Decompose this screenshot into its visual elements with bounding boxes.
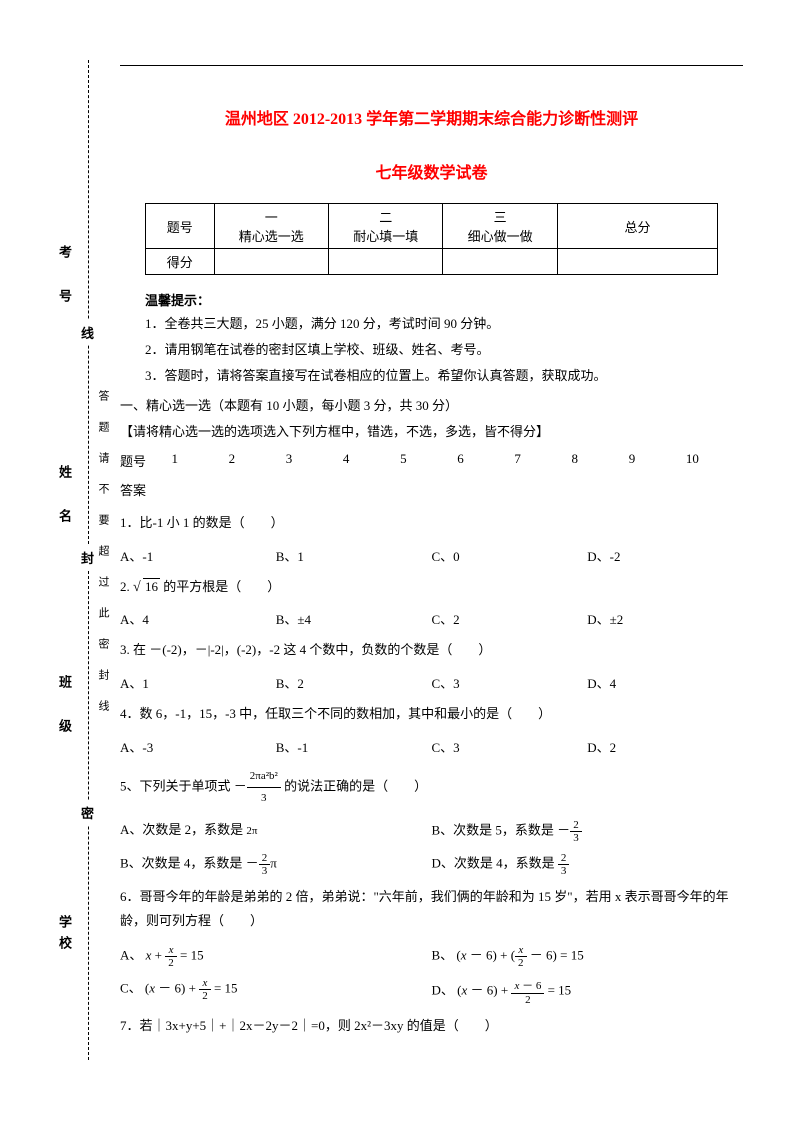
question-4-options: A、-3 B、-1 C、3 D、2 xyxy=(120,737,743,756)
page-top-border xyxy=(120,65,743,66)
answer-num-7: 7 xyxy=(514,451,571,470)
q3-option-c: C、3 xyxy=(432,673,588,692)
score-header-label: 题号 xyxy=(145,204,214,249)
answer-num-5: 5 xyxy=(400,451,457,470)
answer-number-label: 题号 xyxy=(120,451,171,470)
hint-line-3: 3．答题时，请将答案直接写在试卷相应的位置上。希望你认真答题，获取成功。 xyxy=(145,366,743,387)
q4-option-c: C、3 xyxy=(432,737,588,756)
answer-number-row: 题号 1 2 3 4 5 6 7 8 9 10 xyxy=(120,451,743,470)
question-1: 1．比-1 小 1 的数是（ ） xyxy=(120,511,743,536)
school-label: 学校 xyxy=(55,910,74,962)
question-6-options-row2: C、 (x － 6) + x2 = 15 D、 (x － 6) + x － 62… xyxy=(120,977,743,1006)
hint-title: 温馨提示： xyxy=(145,290,743,309)
question-2-options: A、4 B、±4 C、2 D、±2 xyxy=(120,609,743,628)
q5-option-b: B、次数是 5，系数是 －23 xyxy=(432,819,744,844)
q1-option-a: A、-1 xyxy=(120,546,276,565)
q3-option-b: B、2 xyxy=(276,673,432,692)
question-7: 7．若｜3x+y+5｜+｜2x－2y－2｜=0，则 2x²－3xy 的值是（ ） xyxy=(120,1014,743,1039)
q3-option-d: D、4 xyxy=(587,673,743,692)
score-col-3: 三细心做一做 xyxy=(443,204,557,249)
q5-option-a: A、次数是 2，系数是 2π xyxy=(120,819,432,844)
answer-blank-label: 答案 xyxy=(120,480,681,499)
question-5-options-row1: A、次数是 2，系数是 2π B、次数是 5，系数是 －23 xyxy=(120,819,743,844)
q4-option-a: A、-3 xyxy=(120,737,276,756)
q5-option-c: B、次数是 4，系数是 －23π xyxy=(120,852,432,877)
hint-line-2: 2．请用钢笔在试卷的密封区填上学校、班级、姓名、考号。 xyxy=(145,340,743,361)
exam-subtitle: 七年级数学试卷 xyxy=(120,159,743,183)
q6-option-c: C、 (x － 6) + x2 = 15 xyxy=(120,977,432,1006)
q3-option-a: A、1 xyxy=(120,673,276,692)
q4-option-b: B、-1 xyxy=(276,737,432,756)
seal-char-3: 线 xyxy=(81,320,94,345)
section-1-header: 一、精心选一选（本题有 10 小题，每小题 3 分，共 30 分） xyxy=(120,396,743,417)
answer-selection-table: 题号 1 2 3 4 5 6 7 8 9 10 答案 xyxy=(120,451,743,499)
score-cell-3 xyxy=(443,249,557,275)
question-1-options: A、-1 B、1 C、0 D、-2 xyxy=(120,546,743,565)
q2-option-b: B、±4 xyxy=(276,609,432,628)
exam-title: 温州地区 2012-2013 学年第二学期期末综合能力诊断性测评 xyxy=(120,105,743,129)
hints-section: 温馨提示： 1．全卷共三大题，25 小题，满分 120 分，考试时间 90 分钟… xyxy=(145,290,743,386)
question-4: 4．数 6，-1，15，-3 中，任取三个不同的数相加，其中和最小的是（ ） xyxy=(120,702,743,727)
q5-fraction: 2πa²b²3 xyxy=(247,766,281,809)
q5-option-d: D、次数是 4，系数是 23 xyxy=(432,852,744,877)
answer-num-8: 8 xyxy=(572,451,629,470)
binding-margin: 考 号 姓 名 班 级 学校 线 封 密 答 题 请 不 要 超 过 此 密 封… xyxy=(70,60,110,1060)
score-row-label: 得分 xyxy=(145,249,214,275)
score-col-1: 一精心选一选 xyxy=(214,204,328,249)
q2-option-a: A、4 xyxy=(120,609,276,628)
score-col-4: 总分 xyxy=(557,204,717,249)
question-5: 5、下列关于单项式 －2πa²b²3 的说法正确的是（ ） xyxy=(120,766,743,809)
answer-blank-row: 答案 xyxy=(120,480,743,499)
answer-num-4: 4 xyxy=(343,451,400,470)
exam-no-label: 考 号 xyxy=(55,240,74,315)
q2-option-c: C、2 xyxy=(432,609,588,628)
seal-warning-text: 答 题 请 不 要 超 过 此 密 封 线 xyxy=(95,390,111,715)
q1-option-c: C、0 xyxy=(432,546,588,565)
q6-option-a: A、 x + x2 = 15 xyxy=(120,944,432,969)
q4-option-d: D、2 xyxy=(587,737,743,756)
score-col-2: 二耐心填一填 xyxy=(329,204,443,249)
question-3-options: A、1 B、2 C、3 D、4 xyxy=(120,673,743,692)
score-table: 题号 一精心选一选 二耐心填一填 三细心做一做 总分 得分 xyxy=(145,203,718,275)
score-cell-1 xyxy=(214,249,328,275)
question-6-options-row1: A、 x + x2 = 15 B、 (x － 6) + (x2 － 6) = 1… xyxy=(120,944,743,969)
q6-option-d: D、 (x － 6) + x － 62 = 15 xyxy=(432,977,744,1006)
answer-num-3: 3 xyxy=(286,451,343,470)
q6-option-b: B、 (x － 6) + (x2 － 6) = 15 xyxy=(432,944,744,969)
sqrt-16: 16 xyxy=(133,575,160,600)
q2-option-d: D、±2 xyxy=(587,609,743,628)
question-2: 2. 16 的平方根是（ ） xyxy=(120,575,743,600)
score-cell-4 xyxy=(557,249,717,275)
answer-num-9: 9 xyxy=(629,451,686,470)
seal-char-1: 密 xyxy=(81,800,94,825)
answer-num-6: 6 xyxy=(457,451,514,470)
question-3: 3. 在 －(-2)，－|-2|，(-2)，-2 这 4 个数中，负数的个数是（… xyxy=(120,638,743,663)
q1-option-b: B、1 xyxy=(276,546,432,565)
hint-line-1: 1．全卷共三大题，25 小题，满分 120 分，考试时间 90 分钟。 xyxy=(145,314,743,335)
seal-char-2: 封 xyxy=(81,545,94,570)
answer-num-10: 10 xyxy=(686,451,743,470)
class-label: 班 级 xyxy=(55,670,74,745)
question-6: 6．哥哥今年的年龄是弟弟的 2 倍，弟弟说："六年前，我们俩的年龄和为 15 岁… xyxy=(120,885,743,934)
answer-num-1: 1 xyxy=(171,451,228,470)
section-1-note: 【请将精心选一选的选项选入下列方框中，错选，不选，多选，皆不得分】 xyxy=(120,422,743,443)
score-cell-2 xyxy=(329,249,443,275)
main-content: 温州地区 2012-2013 学年第二学期期末综合能力诊断性测评 七年级数学试卷… xyxy=(120,85,743,1049)
name-label: 姓 名 xyxy=(55,460,74,535)
q1-option-d: D、-2 xyxy=(587,546,743,565)
question-5-options-row2: B、次数是 4，系数是 －23π D、次数是 4，系数是 23 xyxy=(120,852,743,877)
answer-num-2: 2 xyxy=(229,451,286,470)
